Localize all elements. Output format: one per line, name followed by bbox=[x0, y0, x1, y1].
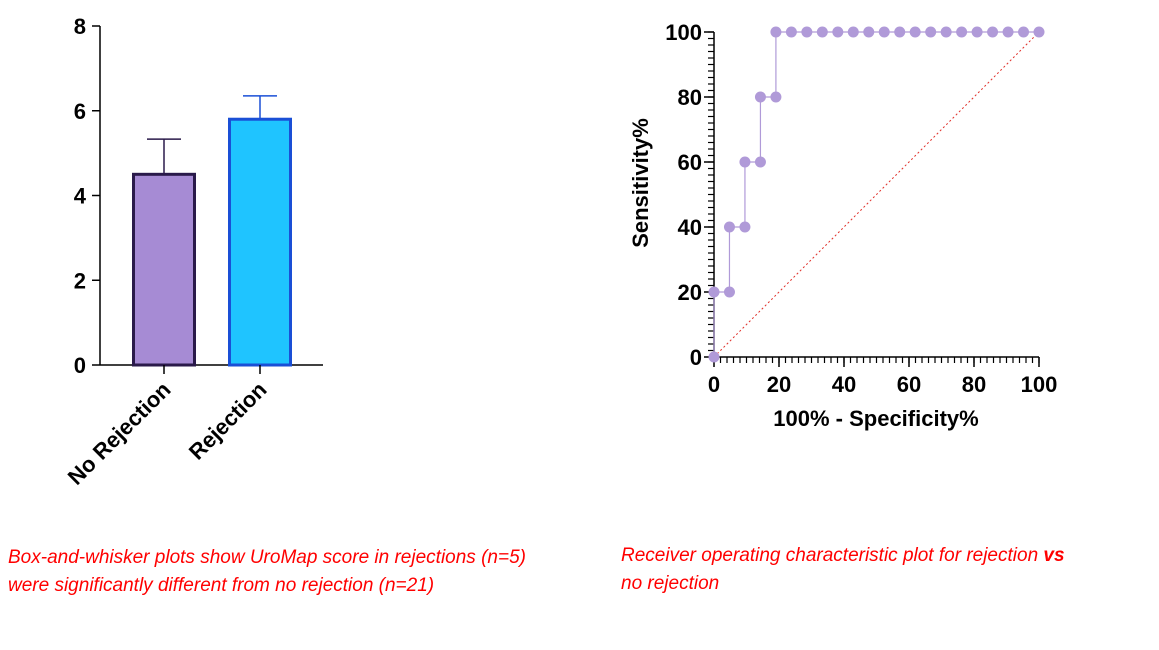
bar-category-label: Rejection bbox=[184, 377, 272, 465]
roc-caption-bold: vs bbox=[1043, 545, 1065, 566]
roc-point bbox=[847, 26, 859, 38]
roc-chart-caption: Receiver operating characteristic plot f… bbox=[621, 542, 1141, 598]
roc-point bbox=[785, 26, 797, 38]
roc-y-tick-label: 20 bbox=[678, 280, 702, 305]
roc-y-tick-label: 40 bbox=[678, 215, 702, 240]
roc-caption-main: Receiver operating characteristic plot f… bbox=[621, 545, 1039, 566]
roc-point bbox=[971, 26, 983, 38]
roc-point bbox=[770, 91, 782, 103]
roc-point bbox=[925, 26, 937, 38]
roc-point bbox=[832, 26, 844, 38]
roc-point bbox=[723, 286, 735, 298]
roc-y-axis-title: Sensitivity% bbox=[628, 118, 653, 248]
roc-point bbox=[878, 26, 890, 38]
roc-x-tick-label: 100 bbox=[1021, 372, 1058, 397]
roc-y-tick-label: 60 bbox=[678, 150, 702, 175]
roc-y-tick-label: 80 bbox=[678, 85, 702, 110]
roc-point bbox=[1018, 26, 1030, 38]
bar bbox=[228, 117, 292, 367]
bar-chart-caption: Box-and-whisker plots show UroMap score … bbox=[8, 547, 526, 596]
roc-x-tick-label: 80 bbox=[962, 372, 986, 397]
roc-point bbox=[987, 26, 999, 38]
roc-point bbox=[770, 26, 782, 38]
roc-point bbox=[754, 91, 766, 103]
bar-y-tick-label: 8 bbox=[74, 14, 86, 39]
roc-point bbox=[739, 156, 751, 168]
bar-y-tick-label: 4 bbox=[74, 184, 87, 209]
roc-x-axis-title: 100% - Specificity% bbox=[773, 406, 978, 431]
roc-x-tick-label: 60 bbox=[897, 372, 921, 397]
roc-point bbox=[801, 26, 813, 38]
roc-caption-end: no rejection bbox=[621, 573, 720, 594]
roc-point bbox=[1033, 26, 1045, 38]
roc-point bbox=[816, 26, 828, 38]
roc-point bbox=[956, 26, 968, 38]
bar-y-tick-label: 2 bbox=[74, 268, 86, 293]
bar-y-tick-label: 0 bbox=[74, 353, 86, 378]
roc-point bbox=[723, 221, 735, 233]
bar-y-tick-label: 6 bbox=[74, 99, 86, 124]
bar-chart: 0 2 4 6 8 No Rejection Rejection bbox=[63, 14, 323, 490]
roc-point bbox=[708, 351, 720, 363]
roc-point bbox=[1002, 26, 1014, 38]
roc-point bbox=[754, 156, 766, 168]
roc-x-tick-label: 20 bbox=[767, 372, 791, 397]
roc-point bbox=[708, 286, 720, 298]
roc-point bbox=[863, 26, 875, 38]
roc-point bbox=[940, 26, 952, 38]
roc-chart: 0 20 40 60 80 100 0 20 40 60 80 100 100% - Specific… bbox=[628, 20, 1057, 431]
roc-reference-line bbox=[713, 31, 1040, 358]
roc-x-tick-label: 40 bbox=[832, 372, 856, 397]
roc-point bbox=[739, 221, 751, 233]
roc-x-tick-label: 0 bbox=[708, 372, 720, 397]
roc-y-tick-label: 100 bbox=[665, 20, 702, 45]
roc-y-tick-label: 0 bbox=[690, 345, 702, 370]
roc-point bbox=[909, 26, 921, 38]
bar-category-label: No Rejection bbox=[63, 377, 176, 490]
roc-point bbox=[894, 26, 906, 38]
bar bbox=[132, 172, 196, 367]
